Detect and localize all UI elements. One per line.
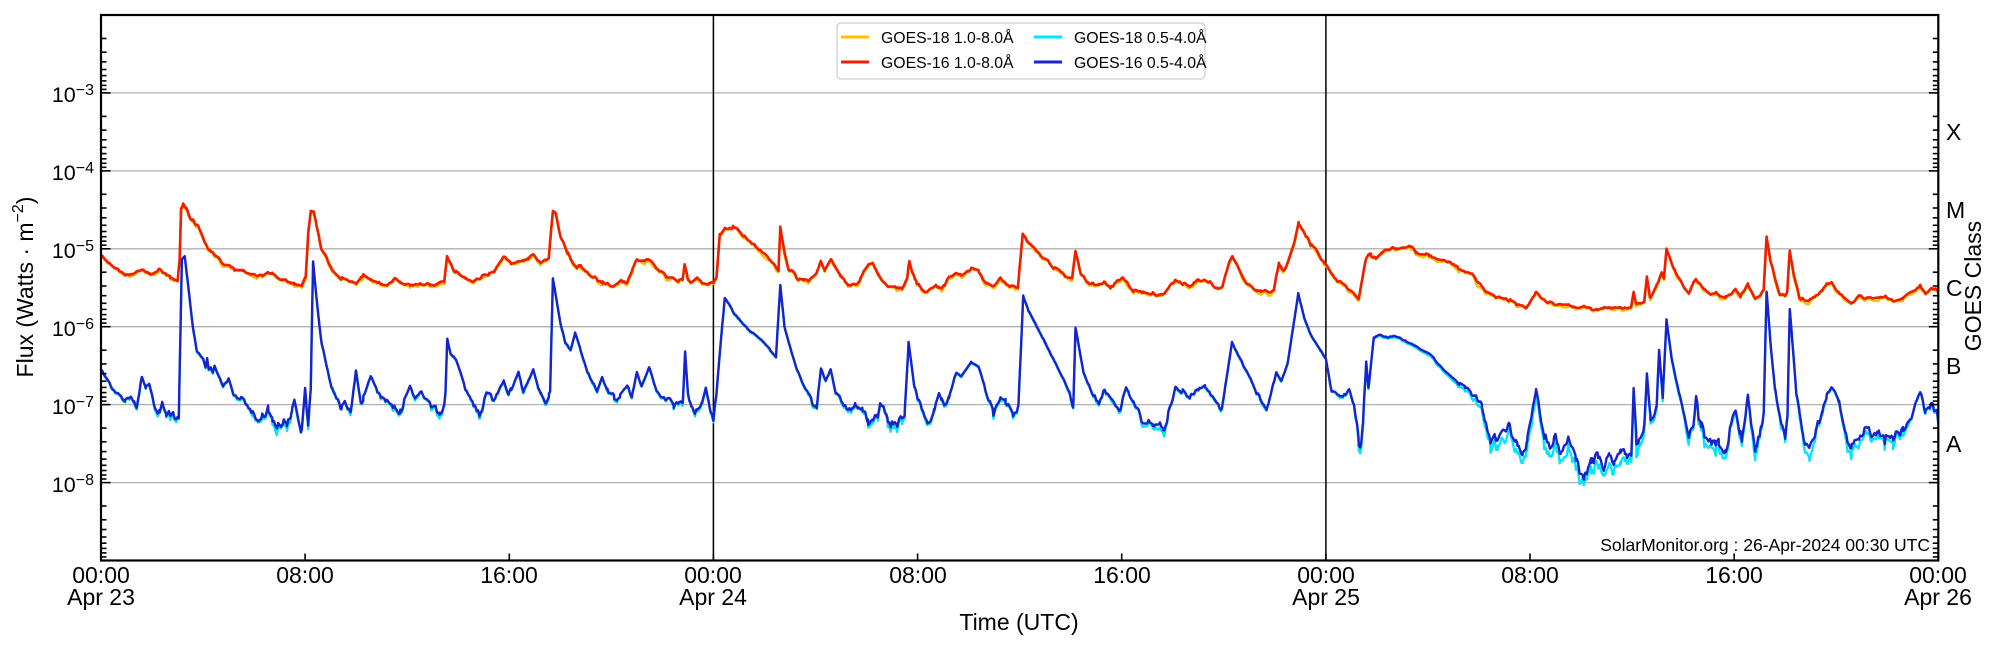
svg-text:C: C (1946, 275, 1963, 301)
svg-text:16:00: 16:00 (1705, 562, 1763, 588)
svg-text:Time (UTC): Time (UTC) (959, 609, 1078, 635)
svg-text:GOES-16 1.0-8.0Å: GOES-16 1.0-8.0Å (881, 53, 1014, 72)
svg-text:GOES-18 0.5-4.0Å: GOES-18 0.5-4.0Å (1074, 28, 1207, 47)
svg-text:M: M (1946, 197, 1965, 223)
svg-text:A: A (1946, 431, 1962, 457)
svg-text:08:00: 08:00 (276, 562, 334, 588)
svg-text:10−3: 10−3 (52, 82, 94, 107)
svg-text:SolarMonitor.org : 26-Apr-2024: SolarMonitor.org : 26-Apr-2024 00:30 UTC (1600, 535, 1930, 555)
svg-text:00:00: 00:00 (684, 562, 742, 588)
svg-text:Apr 23: Apr 23 (67, 584, 135, 610)
svg-text:GOES-16 0.5-4.0Å: GOES-16 0.5-4.0Å (1074, 53, 1207, 72)
svg-text:00:00: 00:00 (1909, 562, 1967, 588)
svg-text:10−8: 10−8 (52, 472, 94, 497)
svg-text:08:00: 08:00 (889, 562, 947, 588)
svg-text:16:00: 16:00 (480, 562, 538, 588)
svg-text:Apr 24: Apr 24 (679, 584, 747, 610)
svg-text:GOES-18 1.0-8.0Å: GOES-18 1.0-8.0Å (881, 28, 1014, 47)
svg-text:Apr 25: Apr 25 (1292, 584, 1360, 610)
svg-text:Flux (Watts · m−2): Flux (Watts · m−2) (10, 197, 38, 378)
svg-text:00:00: 00:00 (1297, 562, 1355, 588)
svg-text:16:00: 16:00 (1093, 562, 1151, 588)
svg-text:Apr 26: Apr 26 (1904, 584, 1972, 610)
svg-text:00:00: 00:00 (72, 562, 130, 588)
svg-text:X: X (1946, 119, 1961, 145)
svg-text:GOES Class: GOES Class (1960, 221, 1986, 351)
svg-text:08:00: 08:00 (1501, 562, 1559, 588)
svg-text:B: B (1946, 353, 1961, 379)
